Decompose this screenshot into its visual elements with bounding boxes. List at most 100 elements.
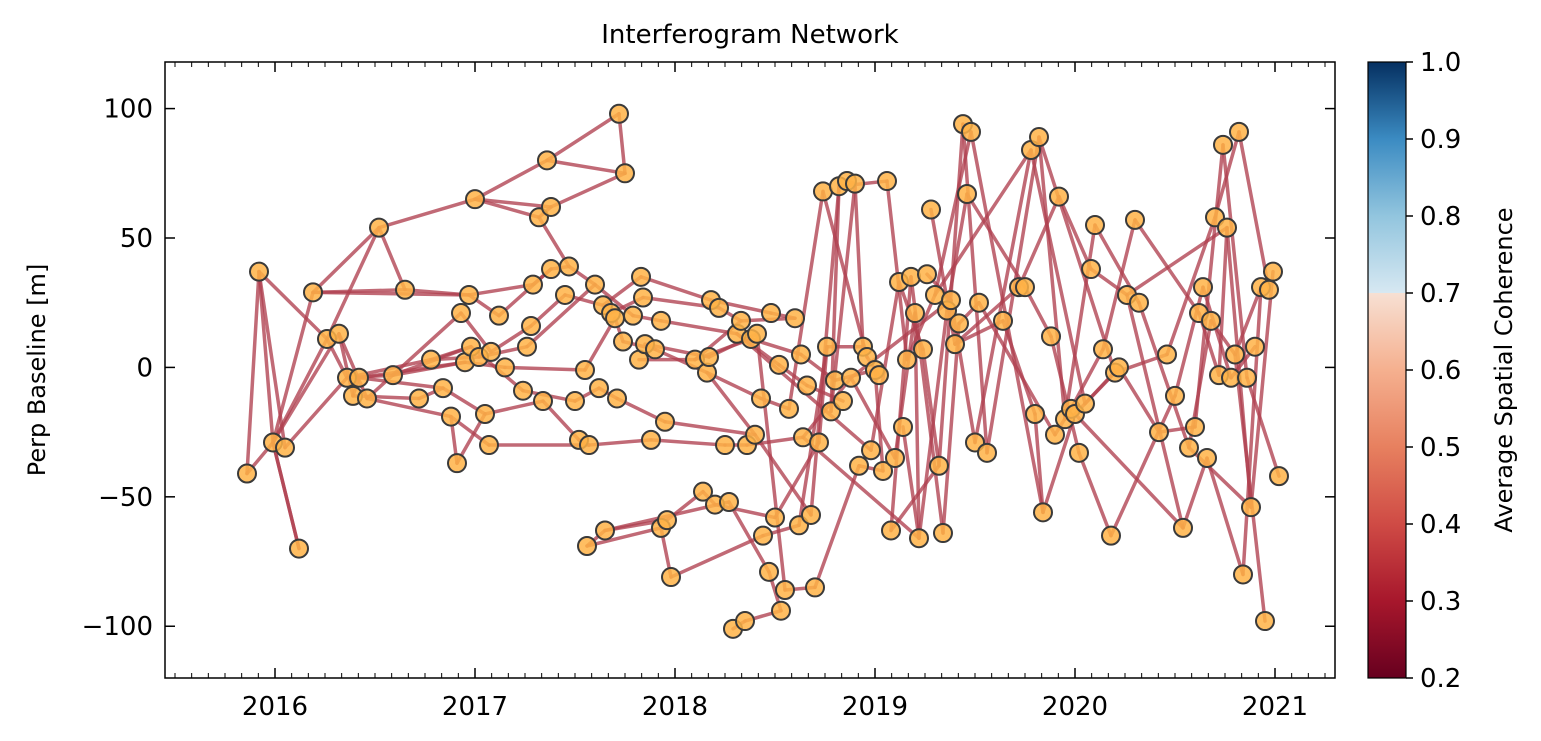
node-93 xyxy=(775,580,795,600)
edge-40 xyxy=(467,282,535,297)
edge-182 xyxy=(1117,365,1161,434)
node-17 xyxy=(433,378,453,399)
node-149 xyxy=(1029,127,1049,148)
node-151 xyxy=(1041,326,1061,347)
node-108 xyxy=(833,391,853,412)
node-44 xyxy=(575,360,595,380)
node-142 xyxy=(969,292,989,313)
node-123 xyxy=(893,416,913,437)
edge-29 xyxy=(403,288,471,297)
edge-91 xyxy=(669,533,765,579)
nodes-layer xyxy=(237,103,1289,639)
node-33 xyxy=(521,316,541,336)
node-20 xyxy=(451,303,471,324)
node-176 xyxy=(1197,448,1217,468)
node-172 xyxy=(1179,437,1199,458)
edge-26 xyxy=(377,197,477,230)
colorbar: 0.2 0.3 0.4 0.5 0.6 0.7 0.8 0.9 1.0 Average Spat… xyxy=(1367,48,1518,694)
edge-163 xyxy=(1017,194,1061,289)
node-90 xyxy=(765,507,785,528)
node-4 xyxy=(289,538,309,559)
node-133 xyxy=(933,523,953,544)
colorbar-tick-label: 0.5 xyxy=(1420,433,1461,463)
edge-82 xyxy=(639,275,713,302)
node-184 xyxy=(1229,121,1249,142)
colorbar-tick-label: 1.0 xyxy=(1420,48,1461,78)
node-12 xyxy=(369,217,389,238)
node-57 xyxy=(623,305,643,326)
node-18 xyxy=(441,406,461,427)
edge-194 xyxy=(1205,456,1245,577)
chart-title: Interferogram Network xyxy=(601,20,898,50)
node-72 xyxy=(699,347,719,368)
node-173 xyxy=(1185,416,1205,437)
edge-100 xyxy=(727,500,771,574)
node-67 xyxy=(657,510,677,531)
node-92 xyxy=(771,600,791,621)
node-126 xyxy=(905,303,925,324)
node-168 xyxy=(1149,422,1169,443)
node-24 xyxy=(465,189,485,210)
edge-108 xyxy=(755,332,787,592)
y-tick-label: −50 xyxy=(98,483,153,513)
node-139 xyxy=(957,184,977,204)
node-124 xyxy=(897,349,917,370)
node-94 xyxy=(779,398,799,419)
node-191 xyxy=(1259,279,1279,300)
node-157 xyxy=(1069,442,1089,463)
node-45 xyxy=(577,536,597,556)
y-axis-label: Perp Baseline [m] xyxy=(23,264,51,477)
edge-44 xyxy=(473,197,553,209)
node-102 xyxy=(809,432,829,453)
edge-87 xyxy=(659,319,739,336)
edge-10 xyxy=(311,225,381,295)
node-192 xyxy=(1263,261,1283,282)
edge-15 xyxy=(337,332,369,401)
edge-183 xyxy=(1125,293,1185,530)
node-101 xyxy=(805,577,825,598)
edge-6 xyxy=(271,290,315,445)
edge-222 xyxy=(889,464,941,533)
node-52 xyxy=(605,308,625,329)
edge-166 xyxy=(1033,412,1045,515)
node-76 xyxy=(715,435,735,456)
node-28 xyxy=(481,341,501,362)
node-110 xyxy=(841,367,861,388)
node-193 xyxy=(1269,466,1289,487)
y-tick-label: 0 xyxy=(136,353,153,383)
node-137 xyxy=(949,313,969,334)
node-27 xyxy=(479,435,499,456)
node-118 xyxy=(873,460,893,481)
edge-24 xyxy=(365,311,463,401)
node-97 xyxy=(791,344,811,365)
node-132 xyxy=(929,455,949,476)
node-185 xyxy=(1233,564,1253,585)
node-89 xyxy=(761,303,781,324)
colorbar-tick-label: 0.7 xyxy=(1420,279,1461,309)
edge-226 xyxy=(1073,412,1185,530)
node-99 xyxy=(797,375,817,396)
node-1 xyxy=(249,261,269,282)
node-143 xyxy=(977,442,997,463)
edge-216 xyxy=(271,440,301,551)
edge-116 xyxy=(787,189,825,411)
node-180 xyxy=(1213,134,1233,155)
node-186 xyxy=(1237,367,1257,388)
edge-89 xyxy=(663,420,757,437)
edge-225 xyxy=(1037,135,1117,375)
node-169 xyxy=(1157,344,1177,365)
edge-50 xyxy=(503,365,587,372)
edge-122 xyxy=(813,464,861,590)
edge-85 xyxy=(649,438,727,447)
colorbar-tick-label: 0.2 xyxy=(1420,664,1461,694)
node-34 xyxy=(523,274,543,295)
edge-151 xyxy=(941,321,961,535)
node-153 xyxy=(1049,186,1069,207)
node-152 xyxy=(1045,424,1065,445)
edge-43 xyxy=(473,158,549,201)
node-29 xyxy=(489,305,509,326)
node-26 xyxy=(475,404,495,424)
edge-146 xyxy=(921,347,941,468)
node-161 xyxy=(1093,339,1113,360)
